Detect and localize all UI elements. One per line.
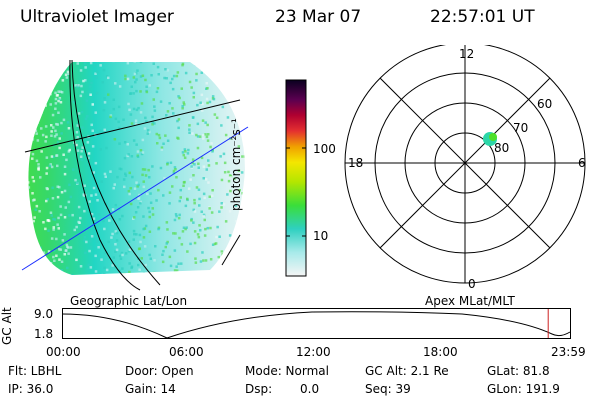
- edge-line: [221, 234, 241, 266]
- image-speckle: [28, 62, 245, 275]
- colorbar-tick-10: 10: [313, 229, 329, 243]
- aurora-spot-core: [489, 133, 497, 141]
- altitude-curve: [62, 311, 571, 339]
- gain-info: Gain: 14: [125, 382, 176, 396]
- polar-plot: [344, 45, 586, 284]
- seq-info: Seq: 39: [365, 382, 411, 396]
- xtick-0000: 00:00: [46, 345, 81, 359]
- mlt-label-0: 0: [468, 277, 476, 291]
- filter-info: Flt: LBHL: [8, 364, 62, 378]
- dsp-label: Dsp:: [245, 382, 273, 396]
- xtick-2359: 23:59: [551, 345, 586, 359]
- lat-label-80: 80: [494, 141, 510, 155]
- altitude-axis-label: GC Alt: [0, 307, 14, 345]
- instrument-title: Ultraviolet Imager: [20, 7, 174, 27]
- xtick-1800: 18:00: [423, 345, 458, 359]
- glat-info: GLat: 81.8: [487, 364, 550, 378]
- xtick-1200: 12:00: [296, 345, 331, 359]
- mode-info: Mode: Normal: [245, 364, 329, 378]
- dsp-value: 0.0: [300, 382, 320, 396]
- ip-info: IP: 36.0: [8, 382, 54, 396]
- latitude-line: [24, 99, 241, 153]
- apex-caption: Apex MLat/MLT: [425, 294, 515, 308]
- geographic-caption: Geographic Lat/Lon: [70, 294, 188, 308]
- altitude-tick-bottom: 1.8: [34, 327, 54, 341]
- longitude-line-2: [69, 59, 141, 291]
- mlt-label-6: 6: [578, 156, 586, 170]
- colorbar-unit-label: photon cm⁻²s⁻¹: [229, 118, 243, 211]
- altitude-plot: [62, 308, 571, 339]
- time-label: 22:57:01 UT: [430, 7, 535, 27]
- longitude-line: [71, 59, 161, 286]
- lat-label-60: 60: [537, 97, 553, 111]
- geographic-image: [21, 59, 249, 291]
- glon-info: GLon: 191.9: [487, 382, 560, 396]
- gc-alt-info: GC Alt: 2.1 Re: [365, 364, 449, 378]
- terminator-line: [21, 126, 249, 271]
- mlt-label-12: 12: [459, 47, 475, 61]
- colorbar: [285, 79, 307, 277]
- altitude-tick-top: 9.0: [34, 307, 54, 321]
- altitude-frame: [62, 308, 571, 339]
- emission-disk: [28, 62, 245, 275]
- lat-label-70: 70: [513, 121, 529, 135]
- door-info: Door: Open: [125, 364, 194, 378]
- mlt-label-18: 18: [348, 156, 364, 170]
- date-label: 23 Mar 07: [275, 7, 362, 27]
- colorbar-tick-100: 100: [313, 142, 336, 156]
- xtick-0600: 06:00: [169, 345, 204, 359]
